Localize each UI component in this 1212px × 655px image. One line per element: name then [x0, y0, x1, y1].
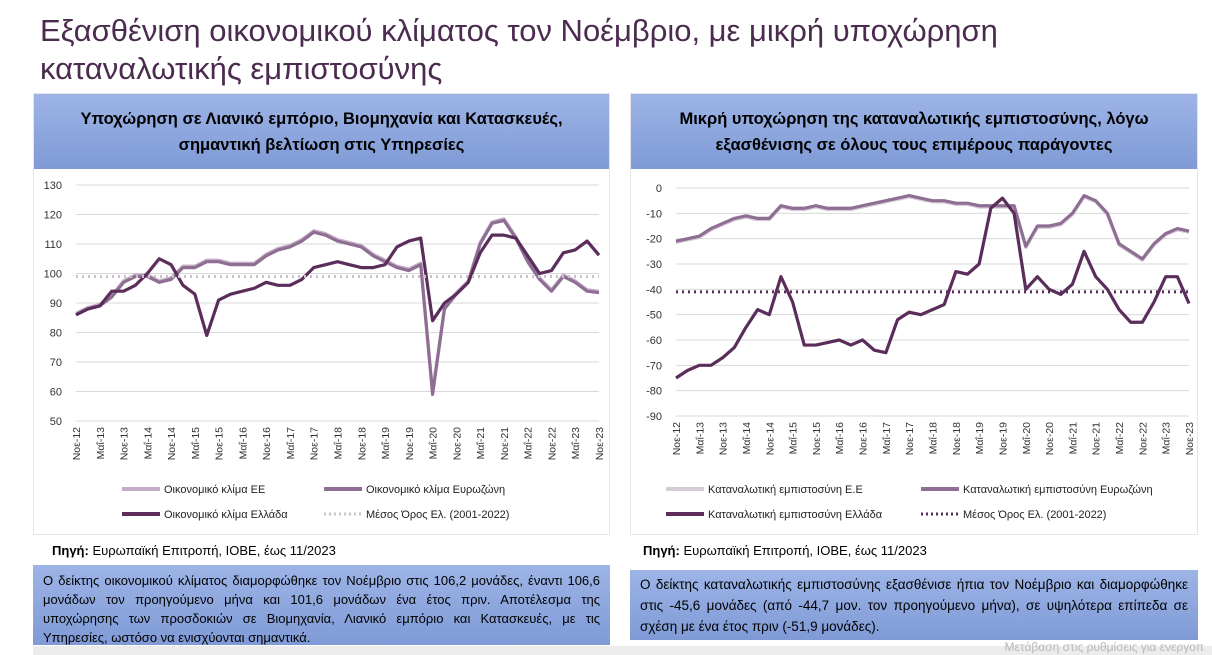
y-tick-label: 80 — [50, 328, 62, 340]
left-source: Πηγή: Ευρωπαϊκή Επιτροπή, ΙΟΒΕ, έως 11/2… — [52, 543, 336, 558]
x-tick-label: Νοε-18 — [951, 422, 963, 455]
x-tick-label: Νοε-23 — [1184, 422, 1196, 455]
y-tick-label: 50 — [50, 416, 62, 428]
windows-activation-watermark: Μετάβαση στις ρυθμίσεις για ενεργοπ — [1004, 640, 1204, 654]
right-summary-box: Ο δείκτης καταναλωτικής εμπιστοσύνης εξα… — [630, 570, 1198, 640]
x-tick-label: Νοε-13 — [718, 422, 730, 455]
series-line — [675, 196, 1191, 380]
page-title: Εξασθένιση οικονομικού κλίματος τον Νοέμ… — [40, 13, 998, 86]
footer-strip — [33, 646, 1212, 655]
y-tick-label: -10 — [646, 208, 662, 220]
x-tick-label: Νοε-12 — [71, 427, 83, 460]
x-tick-label: Νοε-19 — [997, 422, 1009, 455]
y-tick-label: -40 — [646, 284, 662, 296]
x-tick-label: Μαΐ-22 — [523, 427, 535, 459]
x-tick-label: Νοε-14 — [166, 427, 178, 460]
x-tick-label: Μαΐ-16 — [237, 427, 249, 459]
left-summary-box: Ο δείκτης οικονομικού κλίματος διαμορφώθ… — [33, 565, 610, 645]
y-tick-label: 100 — [44, 269, 62, 281]
legend-label: Οικονομικό κλίμα Ελλάδα — [164, 509, 288, 521]
legend-label: Μέσος Όρος Ελ. (2001-2022) — [963, 509, 1106, 521]
y-tick-label: 130 — [44, 180, 62, 192]
y-tick-label: -30 — [646, 259, 662, 271]
right-chart-header: Μικρή υποχώρηση της καταναλωτικής εμπιστ… — [631, 94, 1197, 169]
legend-label: Καταναλωτική εμπιστοσύνη Ε.Ε — [708, 484, 863, 496]
x-tick-label: Μαΐ-14 — [741, 422, 753, 454]
right-chart-panel: Μικρή υποχώρηση της καταναλωτικής εμπιστ… — [630, 93, 1198, 535]
x-tick-label: Νοε-23 — [594, 427, 606, 460]
x-tick-label: Μαΐ-17 — [881, 422, 893, 454]
x-tick-label: Μαΐ-15 — [788, 422, 800, 454]
x-tick-label: Νοε-20 — [451, 427, 463, 460]
x-tick-label: Μαΐ-23 — [1161, 422, 1173, 454]
y-tick-label: -60 — [646, 335, 662, 347]
x-tick-label: Νοε-13 — [119, 427, 131, 460]
x-tick-label: Μαΐ-14 — [142, 427, 154, 459]
x-tick-label: Νοε-21 — [499, 427, 511, 460]
left-chart-panel: Υποχώρηση σε Λιανικό εμπόριο, Βιομηχανία… — [33, 93, 610, 535]
x-tick-label: Νοε-15 — [214, 427, 226, 460]
y-tick-label: -20 — [646, 234, 662, 246]
y-tick-label: 70 — [50, 357, 62, 369]
x-tick-label: Νοε-22 — [546, 427, 558, 460]
x-tick-label: Νοε-16 — [261, 427, 273, 460]
y-tick-label: -90 — [646, 411, 662, 423]
left-chart-header: Υποχώρηση σε Λιανικό εμπόριο, Βιομηχανία… — [34, 94, 609, 169]
series-line — [675, 194, 1190, 261]
x-tick-label: Μαΐ-13 — [694, 422, 706, 454]
series-line — [75, 218, 600, 397]
economic-climate-chart: 50 60 70 80 90 100 110 120 130 Νοε-12 Μαΐ-13 Νοε-13… — [44, 180, 606, 521]
x-tick-label: Νοε-14 — [764, 422, 776, 455]
x-tick-label: Νοε-22 — [1137, 422, 1149, 455]
x-tick-label: Νοε-12 — [671, 422, 683, 455]
x-tick-label: Μαΐ-20 — [428, 427, 440, 459]
legend-label: Καταναλωτική εμπιστοσύνη Ελλάδα — [708, 509, 883, 521]
legend-label: Οικονομικό κλίμα Ευρωζώνη — [366, 484, 505, 496]
x-tick-label: Νοε-17 — [309, 427, 321, 460]
x-tick-label: Νοε-20 — [1044, 422, 1056, 455]
legend-label: Καταναλωτική εμπιστοσύνη Ευρωζώνη — [963, 484, 1153, 496]
x-tick-label: Μαΐ-19 — [380, 427, 392, 459]
y-tick-label: 0 — [656, 183, 662, 195]
y-tick-label: 110 — [44, 239, 62, 251]
x-tick-label: Νοε-17 — [904, 422, 916, 455]
y-tick-label: -50 — [646, 310, 662, 322]
legend-label: Οικονομικό κλίμα ΕΕ — [164, 484, 265, 496]
x-tick-label: Μαΐ-19 — [974, 422, 986, 454]
x-tick-label: Μαΐ-18 — [333, 427, 345, 459]
x-tick-label: Μαΐ-21 — [1067, 422, 1079, 454]
series-line — [75, 233, 601, 338]
x-tick-label: Μαΐ-23 — [570, 427, 582, 459]
legend-label: Μέσος Όρος Ελ. (2001-2022) — [366, 509, 509, 521]
x-tick-label: Νοε-21 — [1091, 422, 1103, 455]
x-tick-label: Νοε-19 — [404, 427, 416, 460]
x-tick-label: Νοε-15 — [811, 422, 823, 455]
x-tick-label: Μαΐ-22 — [1114, 422, 1126, 454]
consumer-confidence-chart: -90 -80 -70 -60 -50 -40 -30 -20 -10 0 Νοε-12 Μαΐ-13… — [646, 183, 1196, 521]
x-tick-label: Μαΐ-16 — [834, 422, 846, 454]
x-tick-label: Μαΐ-20 — [1021, 422, 1033, 454]
right-source: Πηγή: Ευρωπαϊκή Επιτροπή, ΙΟΒΕ, έως 11/2… — [643, 543, 927, 558]
x-tick-label: Νοε-18 — [356, 427, 368, 460]
y-tick-label: 60 — [50, 387, 62, 399]
x-tick-label: Μαΐ-13 — [95, 427, 107, 459]
y-tick-label: 90 — [50, 298, 62, 310]
y-tick-label: -80 — [646, 386, 662, 398]
x-tick-label: Μαΐ-15 — [190, 427, 202, 459]
y-tick-label: 120 — [44, 210, 62, 222]
x-tick-label: Μαΐ-21 — [475, 427, 487, 459]
x-tick-label: Νοε-16 — [858, 422, 870, 455]
y-tick-label: -70 — [646, 360, 662, 372]
x-tick-label: Μαΐ-18 — [928, 422, 940, 454]
x-tick-label: Μαΐ-17 — [285, 427, 297, 459]
